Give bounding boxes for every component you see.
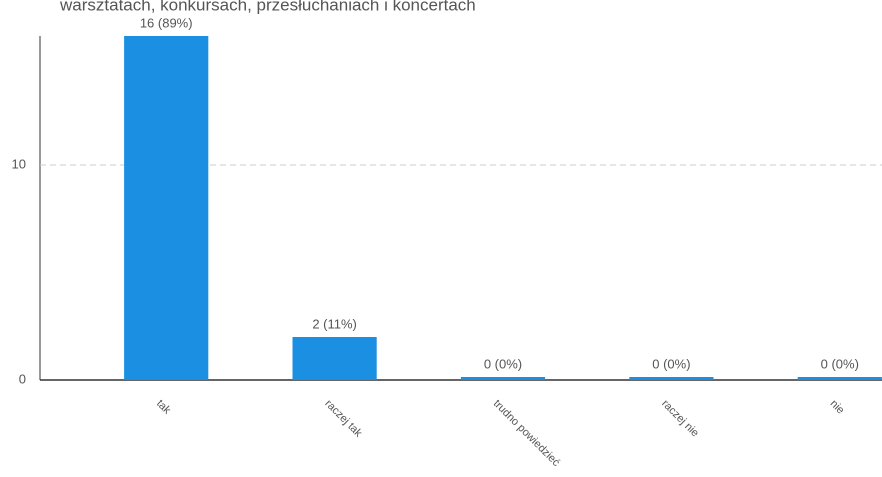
data-label: 0 (0%) xyxy=(652,356,690,371)
x-tick-label: raczej tak xyxy=(322,398,364,440)
x-tick-label: trudno powiedzieć xyxy=(491,398,563,470)
data-label: 16 (89%) xyxy=(140,15,193,30)
x-tick-label: tak xyxy=(154,398,173,417)
y-tick-label: 0 xyxy=(19,371,26,386)
bar xyxy=(629,377,714,380)
y-tick-label: 10 xyxy=(12,156,26,171)
data-label: 0 (0%) xyxy=(484,356,522,371)
bar xyxy=(124,36,209,380)
x-tick-label: raczej nie xyxy=(659,398,701,440)
chart-title: warsztatach, konkursach, przesłuchaniach… xyxy=(59,0,476,14)
x-tick-label: nie xyxy=(828,398,847,417)
data-label: 0 (0%) xyxy=(821,356,859,371)
data-label: 2 (11%) xyxy=(312,316,357,331)
bar xyxy=(797,377,882,380)
bar xyxy=(460,377,546,380)
bar xyxy=(292,337,377,380)
